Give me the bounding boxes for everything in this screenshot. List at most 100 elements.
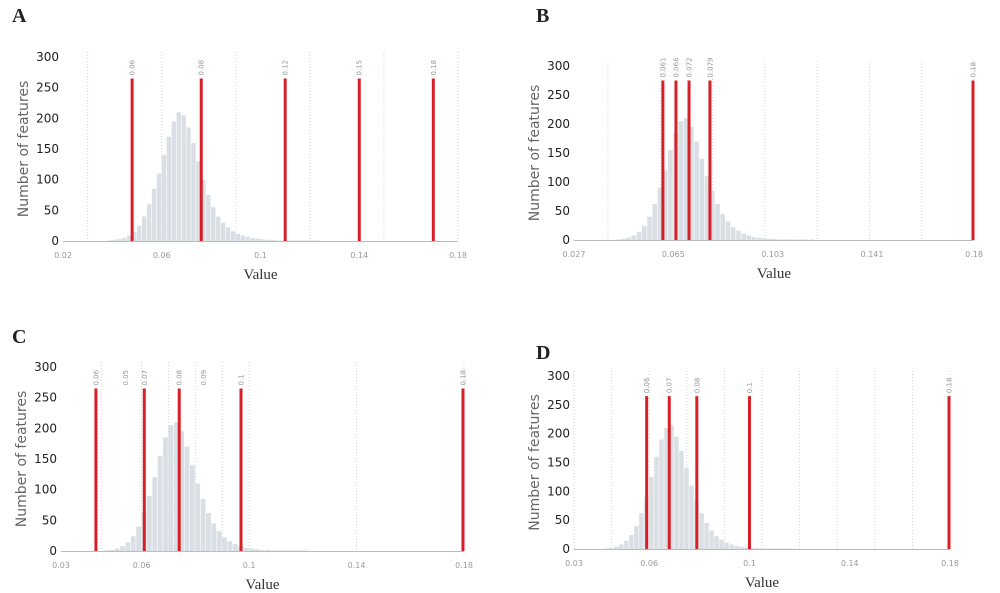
histogram-chart-c: C 0 50 100 150 200 250 300 0.03 0.06 0.1 0.14 0.18 0.…	[12, 326, 473, 593]
histogram-bar	[112, 239, 117, 241]
histogram-bar	[221, 222, 226, 241]
y-tick-label: 200	[547, 117, 570, 131]
histogram-bar	[230, 231, 236, 241]
threshold-label: 0.072	[686, 57, 694, 77]
x-tick-label: 0.103	[761, 250, 784, 259]
threshold-label: 0.12	[282, 60, 290, 76]
histogram-bar	[109, 549, 115, 551]
histogram-bar	[216, 531, 222, 551]
histogram-bar	[649, 476, 654, 549]
x-tick-label: 0.03	[565, 559, 583, 568]
histogram-bar	[254, 549, 260, 551]
threshold-label: 0.15	[356, 60, 364, 76]
y-tick-label: 0	[49, 544, 57, 558]
histogram-bar	[181, 115, 186, 241]
histogram-bar	[114, 548, 120, 551]
y-tick-label: 150	[36, 142, 59, 156]
histogram-bar	[762, 238, 767, 240]
histogram-bar	[163, 437, 168, 551]
y-tick-label: 300	[34, 360, 57, 374]
histogram-bar	[767, 238, 773, 240]
histogram-bar	[275, 550, 281, 551]
threshold-label: 0.06	[643, 377, 651, 393]
histogram-bar	[754, 547, 759, 549]
y-tick-label: 150	[547, 146, 570, 160]
x-tick-label: 0.03	[52, 561, 70, 570]
y-axis-title: Number of features	[527, 394, 543, 530]
histogram-bar	[724, 542, 729, 549]
y-tick-label: 150	[547, 456, 570, 470]
panel-b: B 0 50 100 150 200 250 300 0.027 0.065 0.103 0.141 0…	[510, 0, 1000, 296]
x-tick-label: 0.06	[640, 559, 658, 568]
histogram-bar	[107, 240, 112, 241]
histogram-bar	[168, 425, 174, 551]
panel-letter-d: D	[536, 342, 550, 364]
histogram-bar	[734, 546, 739, 549]
y-tick-label: 0	[562, 542, 570, 556]
threshold-label: 0.1	[746, 382, 754, 393]
y-axis-title: Number of features	[527, 85, 543, 221]
histogram-bar	[659, 439, 664, 549]
histogram-bar	[292, 550, 297, 551]
histogram-bar	[604, 548, 609, 549]
panel-d: D 0 50 100 150 200 250 300 0.03 0.06 0.1 0.14 0.18 0.…	[510, 296, 1000, 593]
histogram-bar	[195, 483, 201, 551]
x-axis-title: Value	[745, 575, 779, 591]
x-axis-title: Value	[245, 577, 279, 593]
histogram-bar	[714, 536, 719, 549]
histogram-bar	[683, 118, 689, 240]
y-tick-label: 0	[562, 233, 570, 247]
histogram-bar	[609, 547, 614, 549]
histogram-bar	[639, 513, 644, 549]
threshold-label: 0.061	[659, 57, 667, 77]
histogram-bar	[179, 431, 184, 551]
histogram-bar	[715, 204, 720, 240]
histogram-bar	[245, 236, 251, 241]
x-tick-label: 0.065	[662, 250, 685, 259]
histogram-bar	[654, 456, 659, 549]
y-tick-label: 100	[34, 483, 57, 497]
histogram-bar	[719, 539, 724, 549]
histogram-bar	[151, 188, 157, 241]
histogram-bar	[201, 179, 206, 241]
threshold-label: 0.18	[430, 60, 438, 76]
histogram-bar	[699, 513, 704, 549]
histogram-bar	[751, 237, 757, 240]
x-tick-label: 0.1	[254, 251, 267, 260]
histogram-bar	[265, 239, 270, 241]
x-tick-label: 0.06	[133, 561, 151, 570]
histogram-bar	[286, 550, 292, 551]
histogram-bar	[122, 237, 127, 241]
threshold-label: 0.079	[706, 57, 714, 77]
histogram-bar	[211, 207, 216, 241]
histogram-bar	[699, 158, 705, 240]
histogram-bar	[275, 240, 280, 241]
histogram-bar	[741, 233, 746, 240]
threshold-label: 0.08	[176, 370, 184, 386]
histogram-bar	[729, 544, 734, 549]
y-tick-label: 0	[51, 234, 59, 248]
panel-letter-b: B	[536, 5, 549, 27]
histogram-bar	[232, 544, 238, 551]
histogram-bar	[629, 535, 634, 549]
histogram-bar	[704, 176, 710, 240]
y-tick-label: 300	[547, 59, 570, 73]
histogram-bar	[295, 240, 300, 241]
histogram-bar	[674, 436, 679, 549]
histogram-bar	[259, 549, 265, 551]
histogram-bar	[120, 546, 125, 551]
histogram-bar	[757, 237, 762, 240]
histogram-bar	[240, 235, 246, 241]
histogram-bar	[200, 498, 206, 551]
histogram-bar	[709, 190, 715, 240]
histogram-bar	[270, 239, 275, 241]
x-tick-label: 0.14	[348, 561, 366, 570]
threshold-label: 0.08	[693, 378, 701, 394]
histogram-bar	[132, 231, 137, 241]
x-tick-label: 0.027	[563, 250, 586, 259]
threshold-label: 0.18	[946, 378, 954, 394]
histogram-bar	[184, 446, 190, 551]
histogram-bar	[789, 548, 794, 549]
histogram-bar	[669, 425, 674, 549]
histogram-bar	[730, 227, 736, 240]
